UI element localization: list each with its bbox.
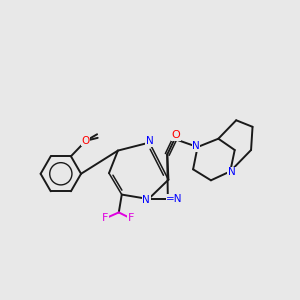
Text: F: F — [128, 213, 134, 224]
Text: N: N — [146, 136, 153, 146]
Text: =N: =N — [166, 194, 183, 204]
Text: O: O — [172, 130, 181, 140]
Text: N: N — [228, 167, 236, 177]
Text: F: F — [102, 213, 109, 224]
Text: methoxy: methoxy — [98, 137, 104, 139]
Text: N: N — [192, 141, 200, 151]
Text: O: O — [82, 136, 90, 146]
Text: N: N — [142, 195, 150, 205]
